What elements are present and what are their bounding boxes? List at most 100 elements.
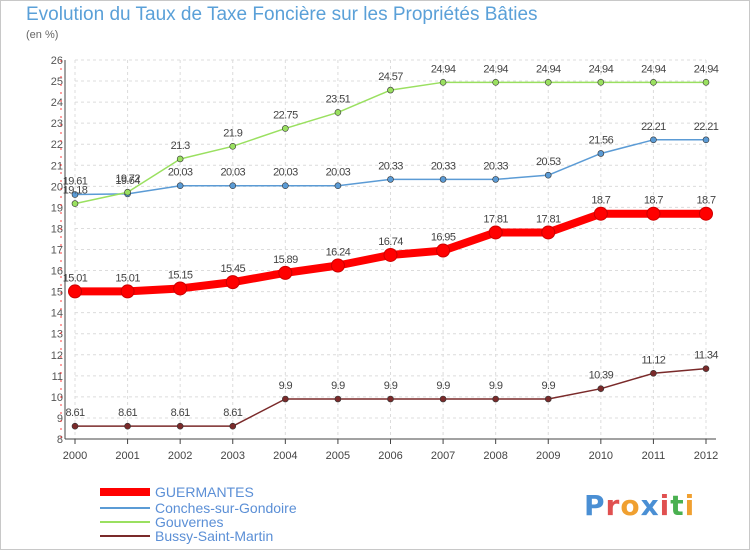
data-point: [492, 176, 499, 183]
y-tick-label: 8: [57, 434, 63, 446]
x-tick-label: 2001: [115, 450, 139, 462]
x-tick-label: 2003: [221, 450, 245, 462]
y-tick-label: 18: [51, 223, 63, 235]
series-bussy-saint-martin: [71, 365, 710, 430]
data-label: 8.61: [223, 407, 242, 419]
data-point: [702, 79, 710, 86]
data-point: [593, 206, 608, 221]
series-guermantes: [68, 206, 713, 299]
x-tick-label: 2006: [378, 450, 402, 462]
y-tick-label: 20: [51, 181, 63, 193]
logo-letter: t: [670, 489, 685, 522]
data-point: [650, 79, 657, 86]
data-label: 9.9: [384, 380, 398, 392]
data-label: 9.9: [542, 380, 556, 392]
data-point: [439, 176, 447, 183]
data-label: 24.94: [589, 63, 614, 75]
data-point: [225, 275, 240, 290]
x-tick-label: 2004: [273, 450, 297, 462]
data-point: [387, 86, 394, 94]
data-label: 22.21: [641, 121, 666, 133]
y-tick-label: 15: [51, 287, 63, 299]
data-label: 15.15: [168, 269, 193, 281]
logo-letter: o: [620, 489, 641, 522]
data-label: 24.94: [431, 63, 456, 75]
data-label: 17.81: [483, 213, 508, 225]
legend-item-guermantes: GUERMANTES: [100, 484, 254, 500]
data-point: [68, 284, 82, 299]
data-label: 19.72: [115, 173, 140, 185]
y-tick-label: 25: [51, 76, 63, 88]
data-label: 21.56: [589, 134, 614, 146]
x-tick-label: 2008: [483, 450, 507, 462]
data-point: [176, 422, 184, 430]
y-tick-label: 16: [51, 266, 63, 278]
data-point: [597, 150, 605, 157]
data-label: 10.39: [589, 370, 614, 382]
x-tick-label: 2011: [642, 450, 666, 462]
data-point: [387, 176, 394, 183]
data-point: [544, 171, 552, 179]
data-point: [124, 188, 131, 196]
proxiti-logo: Proxiti: [584, 489, 695, 522]
data-label: 15.01: [115, 272, 140, 284]
data-point: [229, 422, 237, 430]
data-point: [229, 182, 237, 190]
y-tick-label: 22: [51, 139, 63, 151]
legend-item-bussy: Bussy-Saint-Martin: [100, 528, 273, 544]
data-point: [71, 191, 79, 198]
data-point: [282, 125, 289, 132]
data-point: [439, 395, 447, 403]
data-label: 11.34: [694, 350, 718, 362]
data-point: [544, 395, 552, 403]
logo-letter: i: [684, 489, 696, 522]
data-label: 9.9: [489, 380, 503, 392]
legend-label-guermantes: GUERMANTES: [155, 484, 254, 500]
data-point: [439, 79, 447, 86]
y-tick-label: 14: [51, 308, 63, 320]
data-point: [173, 281, 188, 296]
legend-swatch-bussy: [100, 535, 150, 537]
y-tick-label: 11: [52, 371, 63, 383]
logo-letter: r: [605, 489, 621, 522]
data-point: [699, 206, 713, 221]
data-point: [702, 136, 710, 144]
data-label: 19.18: [63, 185, 88, 197]
data-label: 16.74: [378, 236, 403, 248]
y-tick-label: 19: [51, 202, 63, 214]
data-label: 23.51: [326, 93, 351, 105]
data-point: [229, 143, 237, 150]
data-label: 8.61: [65, 407, 84, 419]
data-point: [282, 395, 289, 403]
data-point: [120, 284, 135, 299]
data-point: [544, 79, 552, 86]
data-label: 24.94: [536, 63, 561, 75]
data-point: [597, 385, 605, 392]
data-label: 9.9: [279, 380, 293, 392]
legend-item-gouvernes: Gouvernes: [100, 514, 224, 530]
y-tick-label: 17: [51, 245, 63, 257]
data-point: [124, 422, 131, 430]
legend-label-gouvernes: Gouvernes: [155, 514, 224, 530]
chart-title: Evolution du Taux de Taxe Foncière sur l…: [26, 4, 538, 25]
data-point: [176, 182, 184, 190]
x-tick-label: 2005: [326, 450, 350, 462]
data-label: 8.61: [171, 407, 190, 419]
legend-swatch-gouvernes: [100, 521, 150, 523]
x-tick-label: 2002: [168, 450, 192, 462]
data-label: 16.95: [431, 232, 456, 244]
data-point: [646, 206, 661, 221]
data-label: 21.9: [223, 127, 242, 139]
data-point: [492, 79, 499, 86]
data-point: [387, 395, 394, 403]
y-tick-label: 24: [51, 97, 63, 109]
data-point: [334, 182, 342, 190]
data-point: [650, 370, 657, 377]
y-tick-label: 26: [51, 55, 63, 67]
data-label: 20.03: [220, 167, 245, 179]
y-tick-label: 23: [51, 118, 63, 130]
data-point: [492, 395, 499, 403]
data-label: 9.9: [436, 380, 450, 392]
legend-label-conches: Conches-sur-Gondoire: [155, 500, 297, 516]
